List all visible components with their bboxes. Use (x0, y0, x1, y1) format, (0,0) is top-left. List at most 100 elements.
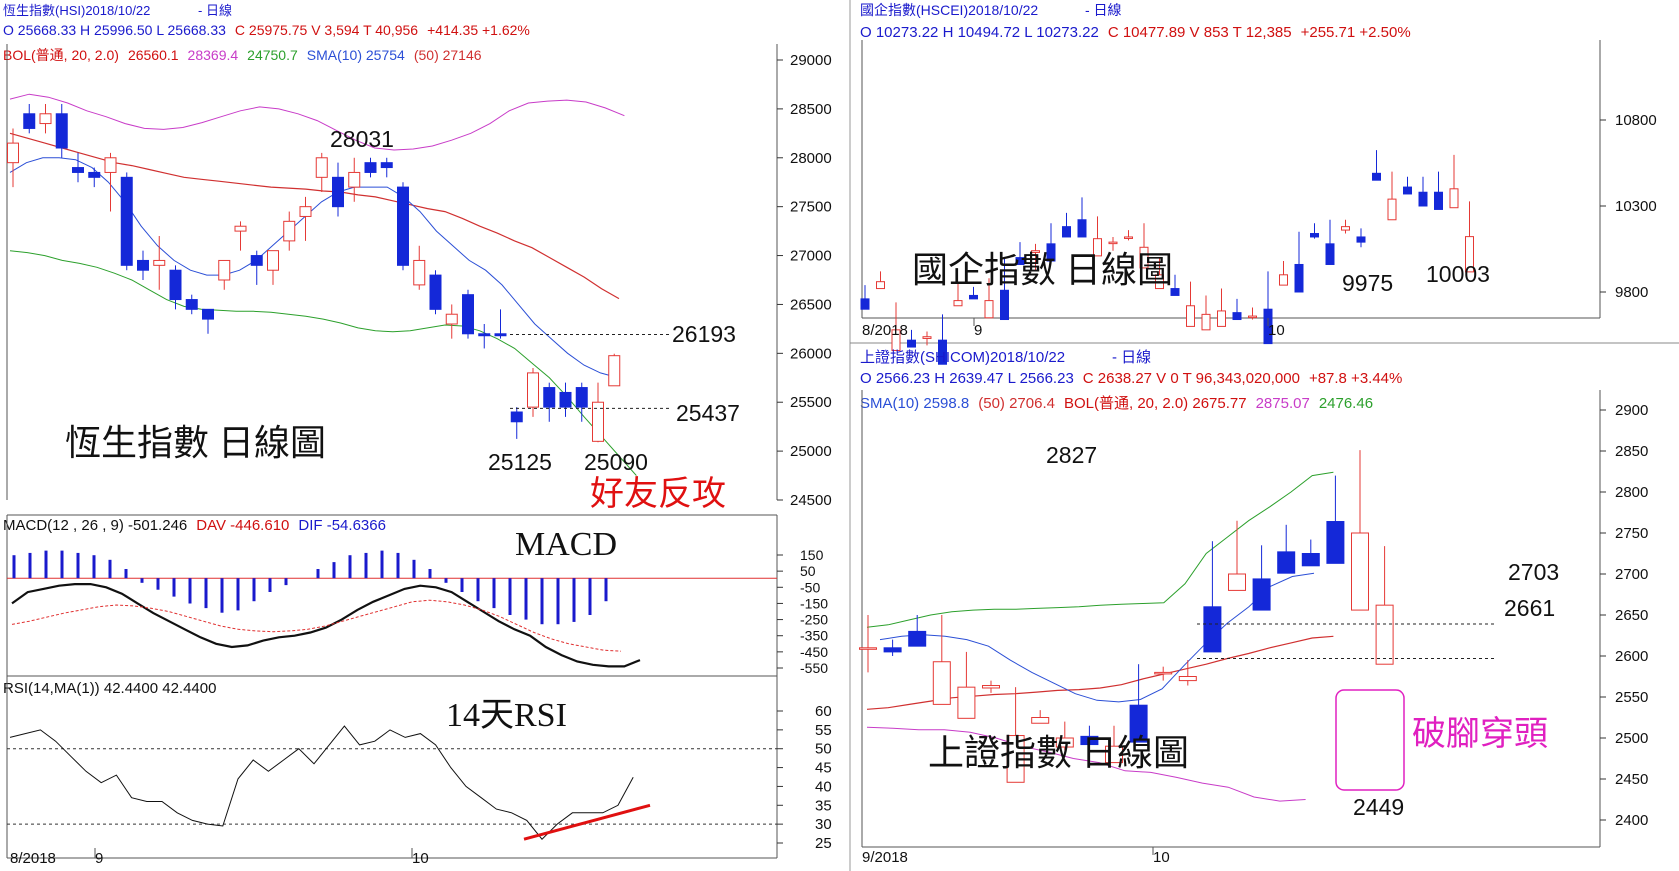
hscei-candle (1155, 257, 1164, 290)
sh-candle (932, 615, 951, 705)
hscei-header-sub: - 日線 (1085, 2, 1122, 18)
candle-body (883, 647, 902, 653)
hsi-candle (575, 382, 588, 422)
hscei-candle (1372, 150, 1381, 181)
hsi-candle (185, 294, 198, 315)
hsi-candle (23, 104, 36, 134)
hscei-candle (1186, 281, 1195, 327)
candle-body (364, 162, 377, 173)
candle-body (104, 157, 117, 173)
candle-body (202, 308, 214, 320)
sh-candle (1105, 725, 1123, 764)
hsi-y-label: 26500 (790, 296, 832, 313)
hscei-candle (1000, 257, 1009, 321)
candle-body (1031, 250, 1040, 253)
sh-annotation-comment: 破腳穿頭 (1412, 715, 1548, 753)
candle-body (1301, 553, 1320, 567)
sh-y-label: 2400 (1615, 812, 1648, 829)
candle-body (1387, 198, 1397, 221)
sh-bol-upper (866, 726, 1306, 802)
hscei-candle (1310, 223, 1319, 239)
candle-body (1310, 233, 1319, 238)
candle-body (234, 225, 247, 232)
candle-body (984, 300, 994, 319)
rsi-y-label: 25 (815, 835, 832, 852)
candle-body (1277, 551, 1296, 574)
sh-candle (1351, 450, 1369, 611)
hsi-y-label: 25000 (790, 443, 832, 460)
hsi-x-label: 9 (95, 850, 103, 867)
sh-candle (1129, 664, 1148, 743)
candle-body (1449, 188, 1459, 209)
candle-body (1434, 191, 1443, 210)
sh-x-label: 10 (1153, 849, 1170, 866)
candle-body (1170, 288, 1180, 296)
hscei-candle (1201, 295, 1211, 331)
sh-bol-lower (866, 471, 1334, 628)
hscei-candle (1263, 271, 1273, 345)
macd-title: MACD (515, 526, 617, 563)
hscei-candle (1465, 201, 1474, 273)
candle-body (1403, 186, 1412, 195)
macd-y-label: -150 (800, 595, 828, 611)
hsi-candle (283, 211, 296, 251)
hscei-candle (938, 314, 947, 365)
hscei-candle (1093, 216, 1102, 257)
candle-body (7, 142, 19, 164)
candle-body (953, 300, 963, 307)
hsi-header-sub: - 日線 (198, 3, 232, 18)
sh-candle (957, 651, 976, 719)
hscei-x-label: 10 (1268, 322, 1285, 339)
sh-y-label: 2500 (1615, 730, 1648, 747)
sh-annotation-2661: 2661 (1504, 595, 1555, 621)
macd-y-label: -350 (800, 628, 828, 644)
sh-candle (1154, 666, 1173, 681)
sh-candle (883, 639, 902, 656)
macd-y-label: 50 (800, 563, 816, 579)
hsi-indicators: BOL(普通, 20, 2.0) 26560.1 28369.4 24750.7 SMA… (3, 47, 482, 63)
sh-y-label: 2750 (1615, 525, 1648, 542)
hsi-y-label: 28500 (790, 101, 832, 118)
hsi-candle (137, 250, 149, 280)
rsi-line (9, 725, 634, 840)
hscei-ohlc-part: O 10273.22 H 10494.72 L 10273.22 (860, 24, 1099, 41)
candle-body (462, 294, 474, 335)
hsi-candle (543, 382, 556, 422)
candle-body (348, 171, 361, 188)
shcomp-panel: 上證指數(SHICOM)2018/10/22 - 日線 O 2566.23 H 26… (859, 349, 1648, 866)
candle-body (891, 329, 901, 351)
hscei-y-label: 10300 (1615, 198, 1657, 215)
hsi-candle (462, 289, 474, 339)
candle-body (250, 255, 263, 266)
candle-body (397, 186, 409, 266)
candle-body (185, 299, 198, 310)
candle-body (1093, 238, 1102, 257)
rsi-y-label: 35 (815, 797, 832, 814)
sh-indicators: SMA(10) 2598.8 (50) 2706.4 BOL(普通, 20, 2.0… (860, 395, 1373, 412)
candle-body (1351, 532, 1369, 611)
hsi-bol-mid (9, 132, 620, 300)
sh-candle (1006, 687, 1025, 783)
sh-candle (1031, 710, 1050, 724)
sh-y-label: 2550 (1615, 689, 1648, 706)
macd-y-label: -450 (800, 644, 828, 660)
candle-body (23, 113, 36, 129)
candle-body (72, 167, 84, 173)
sh-candle (1080, 725, 1099, 746)
candle-body (1031, 717, 1050, 724)
candle-body (938, 339, 947, 365)
macd-y-label: -250 (800, 612, 828, 628)
sh-indicators-part: 2476.46 (1319, 395, 1373, 412)
hsi-candle (202, 308, 214, 334)
candle-body (494, 333, 507, 337)
hscei-candle (1139, 223, 1149, 269)
candle-body (876, 281, 885, 290)
hsi-candle (332, 162, 344, 217)
hsi-candle (7, 128, 19, 188)
macd-header: MACD(12 , 26 , 9) -501.246 DAV -446.610 DI… (3, 517, 386, 534)
macd-panel: MACD(12 , 26 , 9) -501.246 DAV -446.610 DI… (3, 515, 828, 677)
candle-body (559, 391, 572, 408)
hscei-candle (907, 329, 916, 348)
candle-body (1294, 263, 1304, 293)
